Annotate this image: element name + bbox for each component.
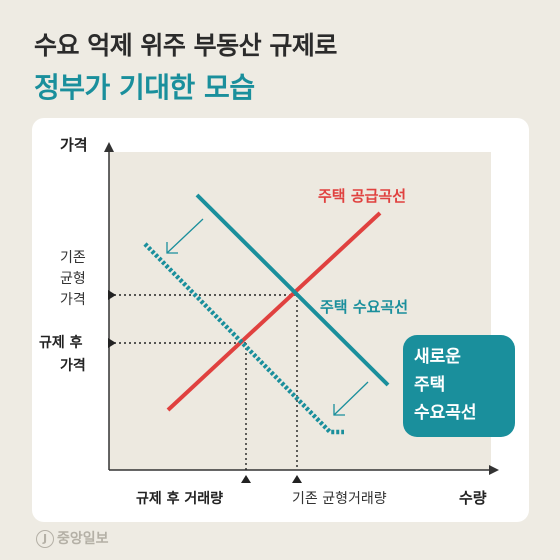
x-axis-arrow <box>489 465 499 475</box>
orig-price-label-2: 균형 <box>60 271 86 287</box>
post-qty-label: 규제 후 거래량 <box>136 491 223 507</box>
orig-qty-tick <box>292 475 302 483</box>
supply-curve-label: 주택 공급곡선 <box>318 187 406 205</box>
title-line-1: 수요 억제 위주 부동산 규제로 <box>34 31 337 60</box>
new-demand-label-2: 주택 <box>414 375 445 395</box>
x-axis-label: 수량 <box>459 489 487 507</box>
post-price-label-2: 가격 <box>60 357 86 374</box>
new-demand-box <box>403 335 515 437</box>
post-price-tick <box>108 338 116 348</box>
new-demand-curve <box>143 242 344 435</box>
orig-price-label-3: 가격 <box>60 292 86 308</box>
y-axis-label: 가격 <box>60 136 88 154</box>
y-axis-arrow <box>104 142 114 152</box>
orig-price-tick <box>108 290 116 300</box>
new-demand-label-1: 새로운 <box>414 347 461 367</box>
footer-logo: J 중앙일보 <box>36 528 109 548</box>
orig-price-label-1: 기존 <box>60 250 86 266</box>
post-qty-tick <box>241 475 251 483</box>
title-line-2: 정부가 기대한 모습 <box>34 71 255 104</box>
shift-arrow-lower-head <box>333 404 345 416</box>
logo-text: 중앙일보 <box>57 531 109 547</box>
demand-curve-label: 주택 수요곡선 <box>320 298 408 316</box>
post-price-label-1: 규제 후 <box>39 335 83 351</box>
shift-arrow-upper <box>166 218 204 254</box>
supply-curve <box>166 211 382 412</box>
demand-curve <box>195 193 390 387</box>
logo-mark-icon: J <box>36 530 54 548</box>
shift-arrow-upper-head <box>166 242 178 254</box>
shift-arrow-lower <box>333 381 369 416</box>
orig-qty-label: 기존 균형거래량 <box>292 491 387 507</box>
new-demand-label-3: 수요곡선 <box>414 403 477 423</box>
